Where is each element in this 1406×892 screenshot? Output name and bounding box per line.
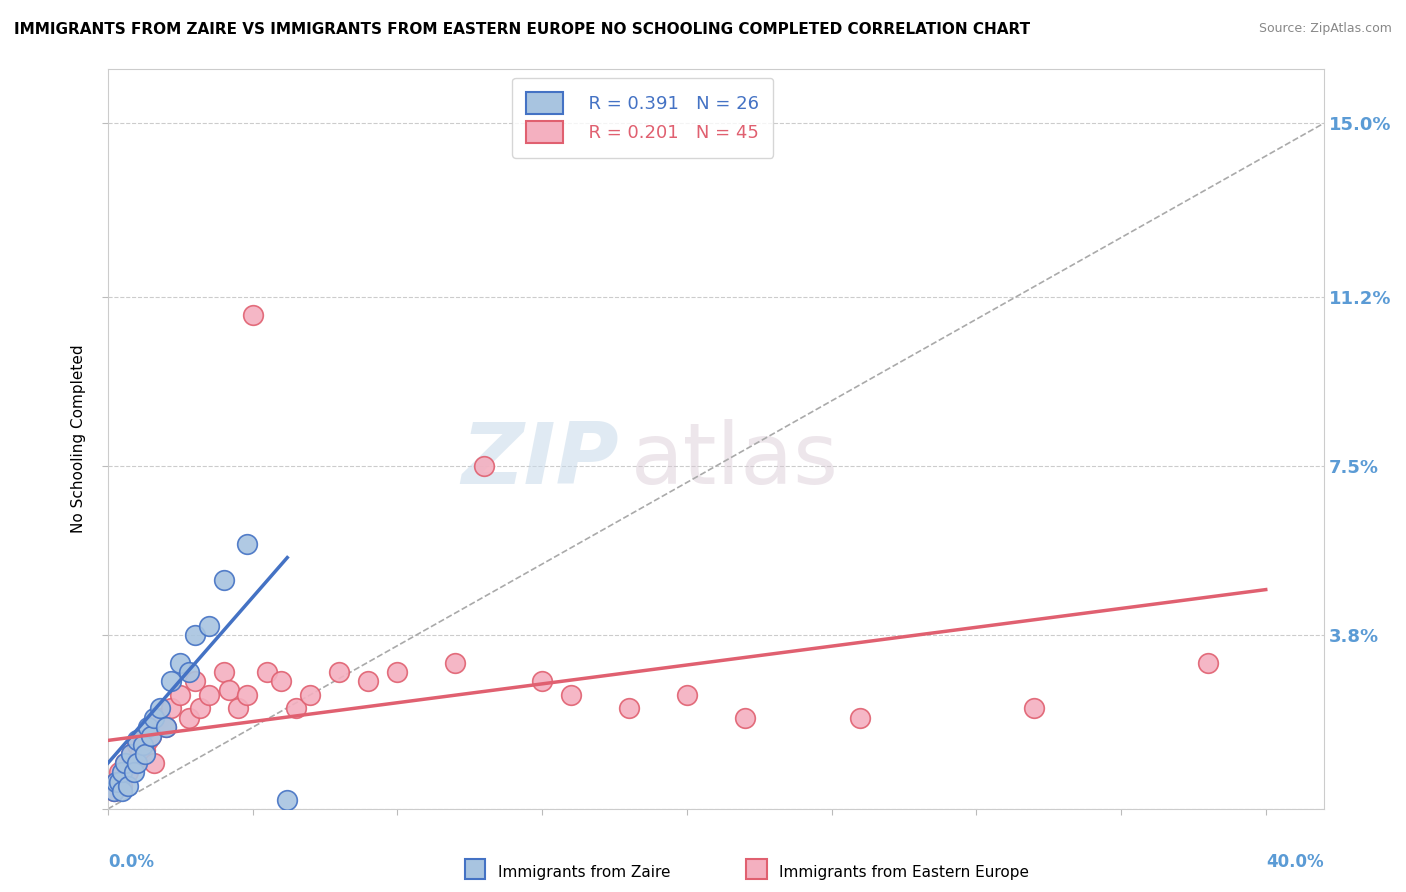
Point <box>734 710 756 724</box>
Point <box>212 574 235 588</box>
Bar <box>747 859 766 879</box>
Text: atlas: atlas <box>631 419 838 502</box>
Point <box>560 688 582 702</box>
Point <box>128 747 150 761</box>
Point <box>235 688 257 702</box>
Point <box>299 688 322 702</box>
Y-axis label: No Schooling Completed: No Schooling Completed <box>72 344 86 533</box>
Point <box>284 701 307 715</box>
Point <box>328 665 350 679</box>
Point <box>134 747 156 761</box>
Point <box>387 665 409 679</box>
Point <box>183 628 205 642</box>
Point <box>169 656 191 670</box>
Text: ZIP: ZIP <box>461 419 619 502</box>
Point <box>131 733 153 747</box>
Point <box>122 756 145 771</box>
Point <box>120 747 142 761</box>
Point <box>242 309 264 323</box>
Legend:   R = 0.391   N = 26,   R = 0.201   N = 45: R = 0.391 N = 26, R = 0.201 N = 45 <box>512 78 773 158</box>
Point <box>256 665 278 679</box>
Point <box>111 783 134 797</box>
Point <box>226 701 249 715</box>
Text: 0.0%: 0.0% <box>108 853 153 871</box>
Point <box>125 733 148 747</box>
Point <box>198 619 221 633</box>
Point <box>143 756 166 771</box>
Text: 40.0%: 40.0% <box>1265 853 1323 871</box>
Point <box>675 688 697 702</box>
Text: Immigrants from Zaire: Immigrants from Zaire <box>498 865 671 880</box>
Point <box>177 710 200 724</box>
Point <box>114 756 136 771</box>
Text: Immigrants from Eastern Europe: Immigrants from Eastern Europe <box>779 865 1029 880</box>
Point <box>108 774 131 789</box>
Point <box>108 765 131 780</box>
Point <box>149 701 172 715</box>
Point <box>190 701 212 715</box>
Point <box>472 459 495 474</box>
Text: IMMIGRANTS FROM ZAIRE VS IMMIGRANTS FROM EASTERN EUROPE NO SCHOOLING COMPLETED C: IMMIGRANTS FROM ZAIRE VS IMMIGRANTS FROM… <box>14 22 1031 37</box>
Point <box>444 656 467 670</box>
Point <box>136 720 159 734</box>
Point <box>218 683 240 698</box>
Point <box>136 733 159 747</box>
Text: Source: ZipAtlas.com: Source: ZipAtlas.com <box>1258 22 1392 36</box>
Point <box>198 688 221 702</box>
Point <box>114 756 136 771</box>
Point <box>111 765 134 780</box>
Point <box>270 673 292 688</box>
Point <box>103 783 125 797</box>
Point <box>125 738 148 752</box>
Point <box>105 774 128 789</box>
Point <box>117 779 139 793</box>
Point <box>120 747 142 761</box>
Point <box>177 665 200 679</box>
Point <box>125 756 148 771</box>
Point <box>155 720 177 734</box>
Point <box>143 710 166 724</box>
Point <box>1024 701 1046 715</box>
Point <box>849 710 872 724</box>
Point <box>155 720 177 734</box>
Point <box>357 673 380 688</box>
Point <box>103 783 125 797</box>
Point <box>134 742 156 756</box>
Point <box>169 688 191 702</box>
Bar <box>465 859 485 879</box>
Point <box>530 673 553 688</box>
Point <box>617 701 640 715</box>
Point <box>105 774 128 789</box>
Point <box>235 537 257 551</box>
Point <box>149 710 172 724</box>
Point <box>122 765 145 780</box>
Point <box>160 673 183 688</box>
Point <box>141 729 163 743</box>
Point <box>111 779 134 793</box>
Point <box>212 665 235 679</box>
Point <box>141 729 163 743</box>
Point <box>160 701 183 715</box>
Point <box>131 738 153 752</box>
Point <box>1197 656 1219 670</box>
Point <box>183 673 205 688</box>
Point <box>276 793 298 807</box>
Point <box>117 765 139 780</box>
